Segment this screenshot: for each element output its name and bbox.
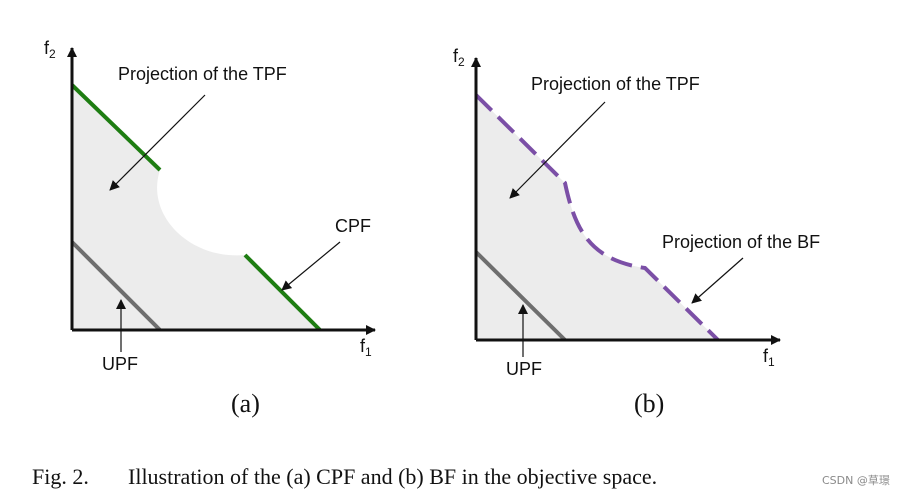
panel-a-cpf-segment-lower <box>243 253 322 332</box>
panel-a-cpf-label: CPF <box>335 216 371 236</box>
panel-b-bf-label: Projection of the BF <box>662 232 820 252</box>
panel-b-tpf-arrow <box>509 101 606 199</box>
watermark: CSDN @草璟 <box>822 474 890 487</box>
panel-a-f1-label: f1 <box>360 336 372 359</box>
panel-a-upf-line <box>70 240 162 332</box>
panel-b-f1-label: f1 <box>763 346 775 369</box>
figure-caption-number: Fig. 2. <box>32 464 89 489</box>
panel-a: f2 f1 Projection of the TPF CPF UPF (a) <box>44 38 376 418</box>
panel-b: f2 f1 Projection of the TPF Projection o… <box>453 46 820 418</box>
panel-b-feasible-region <box>476 95 718 340</box>
panel-b-tpf-label: Projection of the TPF <box>531 74 700 94</box>
panel-b-f2-label: f2 <box>453 46 465 69</box>
panel-b-bf-arrow <box>691 257 744 304</box>
panel-a-cpf-arrow <box>281 241 341 291</box>
panel-b-upf-line <box>474 250 567 342</box>
panel-b-bf-line <box>474 93 720 342</box>
panel-a-tpf-label: Projection of the TPF <box>118 64 287 84</box>
panel-b-label: (b) <box>634 389 664 418</box>
panel-a-upf-label: UPF <box>102 354 138 374</box>
panel-a-cpf-segment-upper <box>70 83 162 172</box>
panel-a-tpf-arrow <box>109 94 206 191</box>
figure-caption-text: Illustration of the (a) CPF and (b) BF i… <box>128 464 657 489</box>
panel-a-f2-label: f2 <box>44 38 56 61</box>
panel-a-label: (a) <box>231 389 260 418</box>
panel-b-upf-label: UPF <box>506 359 542 379</box>
